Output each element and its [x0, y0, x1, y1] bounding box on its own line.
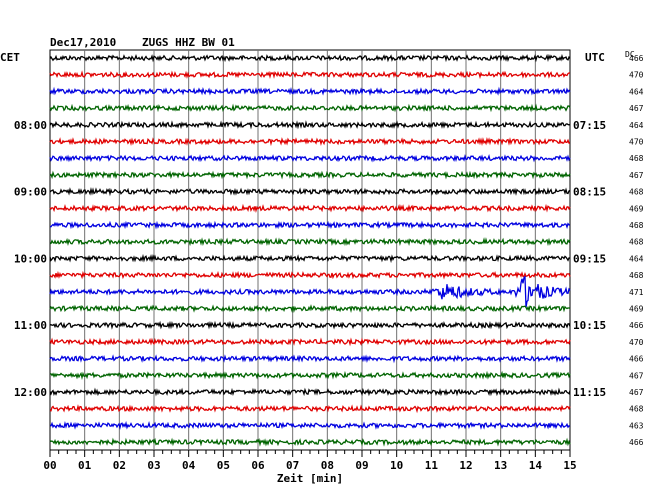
- dc-offset-label: 470: [629, 338, 644, 347]
- dc-column-label: DC: [625, 50, 635, 59]
- left-hour-labels: 08:00 09:00 10:00 11:00 12:00: [14, 119, 47, 399]
- x-tick-label: 10: [390, 459, 403, 472]
- trace-line: [49, 320, 571, 330]
- x-tick-label: 05: [217, 459, 230, 472]
- trace-line: [49, 136, 571, 147]
- trace-line: [49, 337, 571, 347]
- x-tick-label: 12: [459, 459, 472, 472]
- header-date: Dec17,2010: [50, 36, 116, 49]
- header-station: ZUGS HHZ BW 01: [142, 36, 235, 49]
- trace-line: [49, 153, 571, 163]
- x-tick-label: 11: [425, 459, 439, 472]
- dc-offset-label: 468: [629, 221, 644, 230]
- dc-offset-label: 468: [629, 238, 644, 247]
- trace-line: [49, 237, 571, 247]
- right-hour-labels: 07:15 08:15 09:15 10:15 11:15: [573, 119, 606, 399]
- dc-offset-label: 467: [629, 388, 644, 397]
- dc-offset-label: 467: [629, 371, 644, 380]
- dc-offset-label: 468: [629, 271, 644, 280]
- trace-line: [49, 103, 571, 113]
- trace-line: [49, 404, 571, 414]
- dc-offset-label: 469: [629, 204, 644, 213]
- x-tick-label: 02: [113, 459, 126, 472]
- x-tick-label: 08: [321, 459, 334, 472]
- x-tick-label: 06: [251, 459, 265, 472]
- left-timezone-label: CET: [0, 51, 20, 64]
- dc-offset-label: 464: [629, 87, 644, 96]
- dc-offset-label: 463: [629, 421, 644, 430]
- dc-offset-label: 466: [629, 321, 644, 330]
- left-hour-label: 10:00: [14, 252, 47, 265]
- right-hour-label: 11:15: [573, 386, 606, 399]
- trace-line: [49, 275, 571, 308]
- trace-line: [49, 170, 571, 180]
- x-axis-label: Zeit [min]: [277, 472, 343, 485]
- x-tick-label: 09: [355, 459, 368, 472]
- trace-line: [49, 120, 571, 130]
- dc-offset-label: 471: [629, 288, 644, 297]
- trace-line: [49, 304, 571, 314]
- x-tick-label: 14: [529, 459, 543, 472]
- right-timezone-label: UTC: [585, 51, 605, 64]
- dc-offset-labels: 466 470 464 467 464 470 468 467 468 469 468 468 464 4…: [629, 54, 644, 447]
- trace-line: [49, 420, 571, 430]
- right-hour-label: 07:15: [573, 119, 606, 132]
- trace-group: [49, 53, 571, 447]
- left-hour-label: 11:00: [14, 319, 47, 332]
- trace-line: [49, 370, 571, 380]
- left-hour-label: 12:00: [14, 386, 47, 399]
- right-hour-label: 09:15: [573, 252, 606, 265]
- trace-line: [49, 270, 571, 280]
- trace-line: [49, 187, 571, 197]
- minute-gridlines: [84, 50, 536, 450]
- trace-line: [49, 86, 571, 97]
- left-hour-label: 09:00: [14, 186, 47, 199]
- x-tick-label: 15: [563, 459, 576, 472]
- x-tick-label: 07: [286, 459, 299, 472]
- trace-line: [50, 220, 571, 230]
- trace-line: [49, 437, 571, 447]
- dc-offset-label: 468: [629, 188, 644, 197]
- dc-offset-label: 467: [629, 171, 644, 180]
- trace-line: [49, 354, 571, 364]
- x-tick-label: 03: [147, 459, 160, 472]
- x-tick-label: 00: [43, 459, 56, 472]
- trace-line: [49, 387, 571, 397]
- dc-offset-label: 466: [629, 438, 644, 447]
- right-hour-label: 08:15: [573, 186, 606, 199]
- x-tick-label: 01: [78, 459, 92, 472]
- dc-offset-label: 470: [629, 138, 644, 147]
- dc-offset-label: 470: [629, 71, 644, 80]
- trace-line: [49, 53, 571, 63]
- dc-offset-label: 464: [629, 254, 644, 263]
- left-hour-label: 08:00: [14, 119, 47, 132]
- dc-offset-label: 464: [629, 121, 644, 130]
- dc-offset-label: 467: [629, 104, 644, 113]
- dc-offset-label: 468: [629, 154, 644, 163]
- dc-offset-label: 468: [629, 405, 644, 414]
- dc-offset-label: 466: [629, 54, 644, 63]
- x-tick-label: 04: [182, 459, 196, 472]
- x-axis: 00 01 02 03 04 05 06 07 08 09 10 11 12 13 14 15: [43, 450, 577, 472]
- trace-line: [49, 70, 571, 80]
- right-hour-label: 10:15: [573, 319, 606, 332]
- trace-line: [49, 203, 571, 213]
- dc-offset-label: 469: [629, 305, 644, 314]
- trace-line: [49, 253, 571, 264]
- x-tick-label: 13: [494, 459, 507, 472]
- dc-offset-label: 466: [629, 355, 644, 364]
